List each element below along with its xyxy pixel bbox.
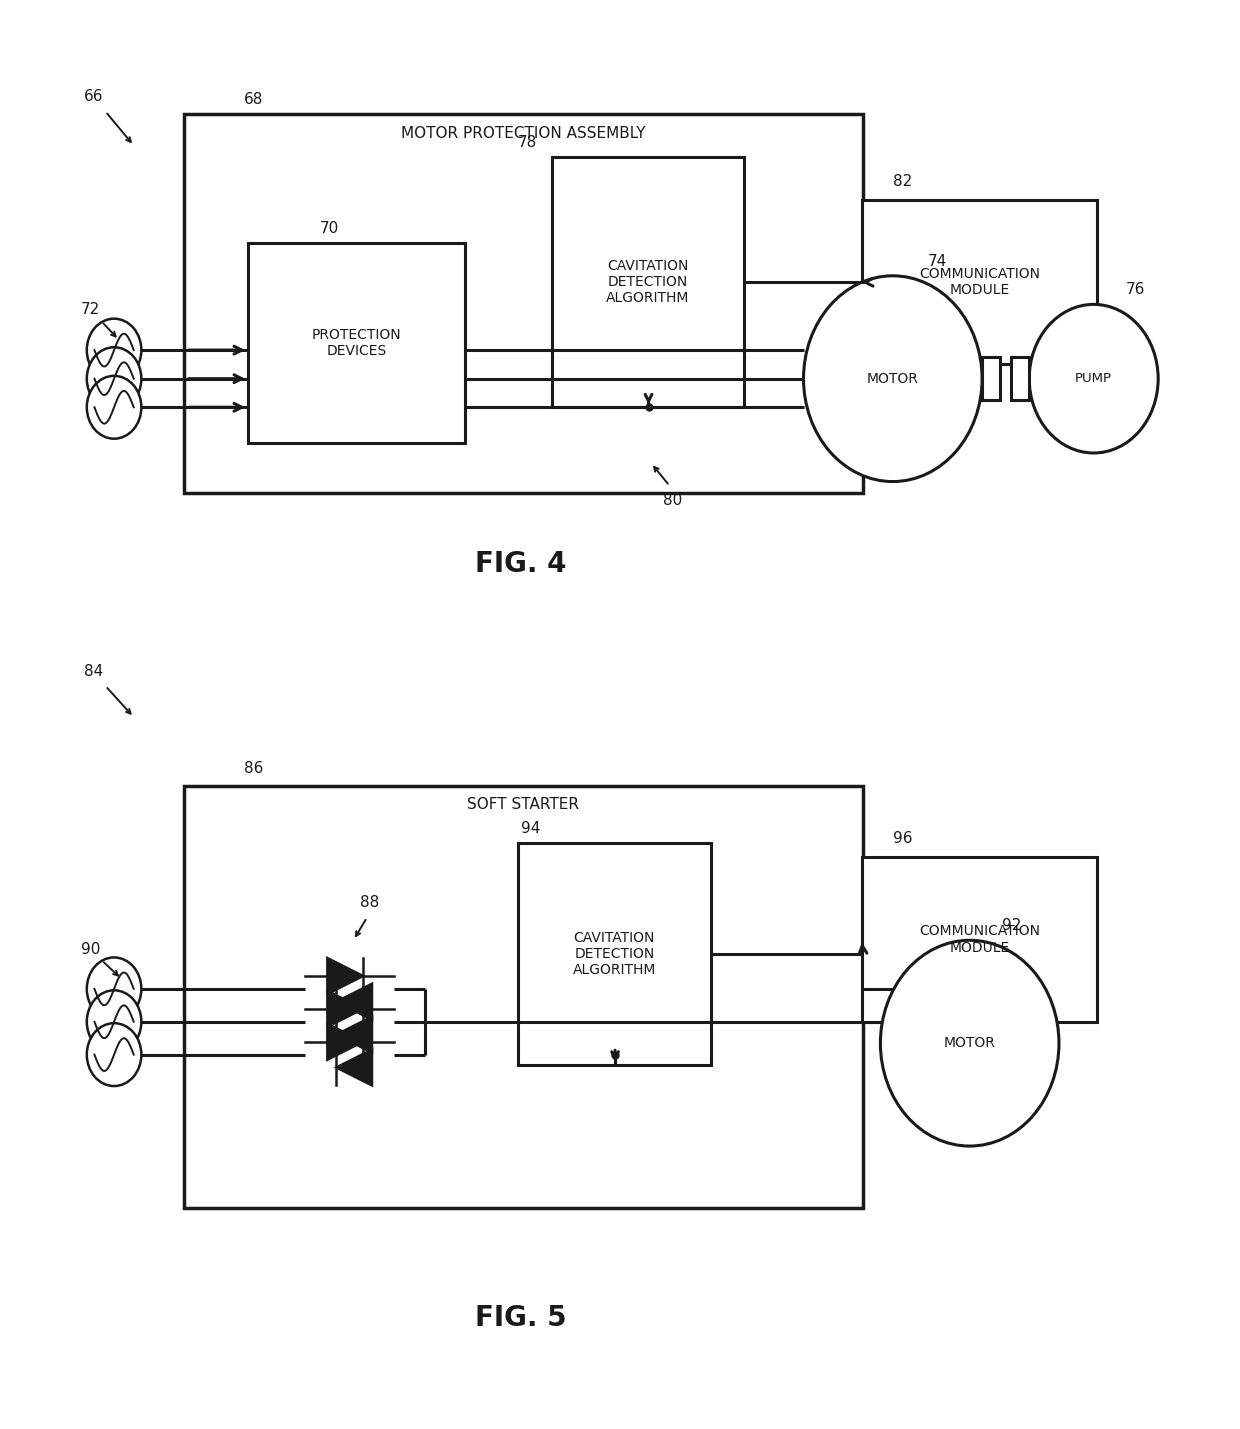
Circle shape — [880, 940, 1059, 1146]
Text: 92: 92 — [1002, 919, 1022, 933]
Text: 76: 76 — [1126, 283, 1146, 297]
Bar — [862, 200, 1097, 364]
Bar — [518, 843, 711, 1065]
Text: MOTOR: MOTOR — [944, 1036, 996, 1050]
Polygon shape — [336, 1049, 372, 1086]
Text: 94: 94 — [521, 822, 541, 836]
Bar — [1012, 357, 1029, 400]
Bar — [184, 114, 863, 493]
Polygon shape — [327, 990, 363, 1027]
Text: COMMUNICATION
MODULE: COMMUNICATION MODULE — [919, 267, 1040, 297]
Text: FIG. 5: FIG. 5 — [475, 1303, 567, 1332]
Circle shape — [1029, 304, 1158, 453]
Bar — [862, 857, 1097, 1022]
Circle shape — [87, 990, 141, 1053]
Text: 90: 90 — [81, 943, 100, 957]
Text: 80: 80 — [663, 493, 683, 507]
Text: 82: 82 — [893, 174, 913, 189]
Text: 78: 78 — [517, 136, 537, 150]
Bar — [184, 786, 863, 1208]
Circle shape — [87, 319, 141, 382]
Text: 68: 68 — [244, 93, 264, 107]
Circle shape — [87, 347, 141, 410]
Text: 66: 66 — [84, 89, 104, 103]
Text: 72: 72 — [81, 303, 100, 317]
Polygon shape — [336, 983, 372, 1020]
Bar — [248, 243, 465, 443]
Text: MOTOR PROTECTION ASSEMBLY: MOTOR PROTECTION ASSEMBLY — [401, 126, 646, 140]
Circle shape — [87, 957, 141, 1020]
Text: PUMP: PUMP — [1075, 372, 1112, 386]
Text: SOFT STARTER: SOFT STARTER — [467, 797, 579, 812]
Circle shape — [87, 376, 141, 439]
Polygon shape — [327, 1023, 363, 1060]
Text: COMMUNICATION
MODULE: COMMUNICATION MODULE — [919, 925, 1040, 955]
Text: 86: 86 — [244, 762, 264, 776]
Polygon shape — [327, 957, 363, 995]
Text: CAVITATION
DETECTION
ALGORITHM: CAVITATION DETECTION ALGORITHM — [606, 259, 689, 306]
Bar — [982, 357, 999, 400]
Text: 96: 96 — [893, 832, 913, 846]
Circle shape — [804, 276, 982, 482]
Text: PROTECTION
DEVICES: PROTECTION DEVICES — [311, 327, 402, 359]
Text: 88: 88 — [360, 896, 379, 910]
Bar — [552, 157, 744, 407]
Polygon shape — [336, 1016, 372, 1053]
Text: 74: 74 — [928, 254, 947, 269]
Circle shape — [87, 1023, 141, 1086]
Text: FIG. 4: FIG. 4 — [475, 550, 567, 579]
Text: 70: 70 — [320, 221, 340, 236]
Text: CAVITATION
DETECTION
ALGORITHM: CAVITATION DETECTION ALGORITHM — [573, 930, 656, 977]
Text: MOTOR: MOTOR — [867, 372, 919, 386]
Text: 84: 84 — [84, 664, 104, 679]
